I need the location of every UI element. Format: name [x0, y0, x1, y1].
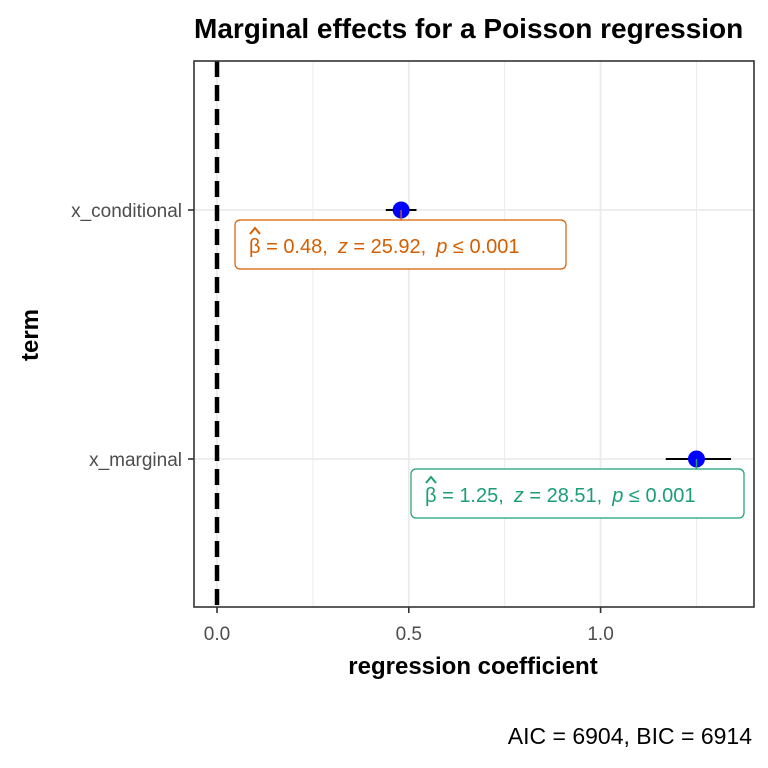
- chart-title: Marginal effects for a Poisson regressio…: [194, 13, 743, 44]
- x-tick-label: 0.5: [396, 624, 422, 645]
- p-value: 0.001: [469, 236, 519, 258]
- p-value: 0.001: [645, 485, 695, 507]
- estimate-label-text: β = 1.25, z = 28.51, p ≤ 0.001: [425, 485, 696, 507]
- beta-hat-mark: [249, 226, 261, 235]
- panel-border: [193, 60, 755, 608]
- plot-panel: β = 0.48, z = 25.92, p ≤ 0.001 β = 1.25, z =…: [71, 60, 755, 645]
- term-x_conditional: β = 0.48, z = 25.92, p ≤ 0.001: [234, 201, 567, 270]
- estimate-value: 1.25: [459, 485, 498, 507]
- x-tick-label: 0.0: [204, 624, 230, 645]
- y-axis-title: term: [17, 309, 44, 361]
- equals-sign: =: [348, 236, 371, 258]
- estimate-label-box: [234, 219, 567, 270]
- y-tick-label: x_marginal: [89, 450, 182, 471]
- estimate-value: 0.48: [283, 236, 322, 258]
- beta-hat-mark: [425, 475, 437, 484]
- separator: ,: [322, 236, 328, 258]
- beta-symbol: β: [425, 485, 437, 507]
- estimate-label-text: β = 0.48, z = 25.92, p ≤ 0.001: [249, 236, 520, 258]
- z-symbol: z: [337, 236, 348, 258]
- z-value: 28.51: [547, 485, 597, 507]
- separator: ,: [597, 485, 603, 507]
- separator: ,: [498, 485, 504, 507]
- chart-caption: AIC = 6904, BIC = 6914: [508, 723, 752, 749]
- term-x_marginal: β = 1.25, z = 28.51, p ≤ 0.001: [410, 450, 745, 519]
- x-tick-label: 1.0: [587, 624, 613, 645]
- leq-sign: ≤: [447, 236, 469, 258]
- beta-symbol: β: [249, 236, 261, 258]
- panel-background: [194, 61, 754, 607]
- separator: ,: [421, 236, 427, 258]
- equals-sign: =: [261, 236, 284, 258]
- equals-sign: =: [524, 485, 547, 507]
- equals-sign: =: [437, 485, 460, 507]
- x-axis-title: regression coefficient: [348, 653, 597, 680]
- p-symbol: p: [435, 236, 447, 258]
- estimate-label-box: [410, 468, 745, 519]
- y-tick-label: x_conditional: [71, 201, 182, 222]
- leq-sign: ≤: [623, 485, 645, 507]
- z-value: 25.92: [371, 236, 421, 258]
- z-symbol: z: [513, 485, 524, 507]
- p-symbol: p: [611, 485, 623, 507]
